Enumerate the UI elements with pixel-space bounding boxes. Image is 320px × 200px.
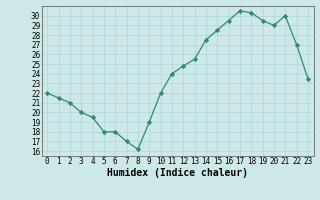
X-axis label: Humidex (Indice chaleur): Humidex (Indice chaleur) <box>107 168 248 178</box>
